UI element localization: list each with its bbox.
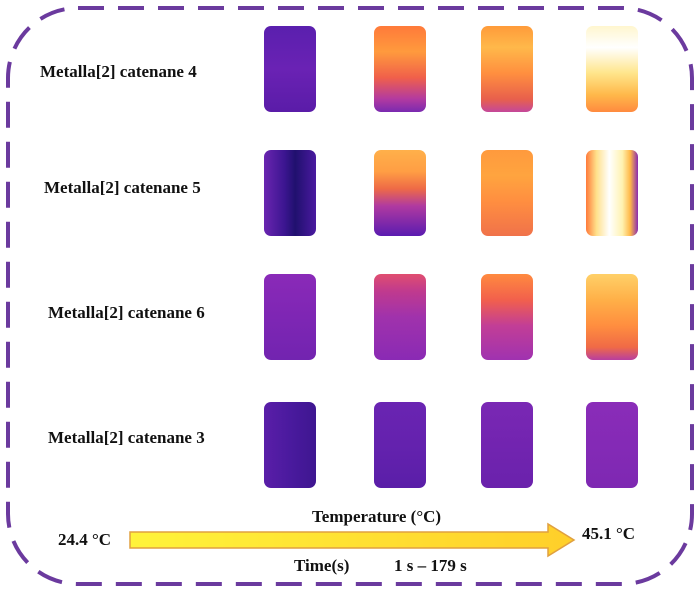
temperature-arrow <box>129 522 576 558</box>
thermal-image-row3-col4 <box>586 274 638 360</box>
thermal-image-row1-col3 <box>481 26 533 112</box>
temperature-axis-title: Temperature (°C) <box>312 507 442 526</box>
thermal-image-row2-col3 <box>481 150 533 236</box>
thermal-image-row2-col2 <box>374 150 426 236</box>
thermal-image-row1-col2 <box>374 26 426 112</box>
thermal-image-row4-col2 <box>374 402 426 488</box>
row-label-catenane-6: Metalla[2] catenane 6 <box>48 303 205 322</box>
thermal-image-row4-col3 <box>481 402 533 488</box>
thermal-image-row4-col1 <box>264 402 316 488</box>
thermal-image-row3-col1 <box>264 274 316 360</box>
thermal-image-row4-col4 <box>586 402 638 488</box>
row-label-catenane-4: Metalla[2] catenane 4 <box>40 62 197 81</box>
row-label-catenane-3: Metalla[2] catenane 3 <box>48 428 205 447</box>
thermal-image-row3-col3 <box>481 274 533 360</box>
time-range-label: 1 s – 179 s <box>394 556 467 575</box>
thermal-image-row1-col4 <box>586 26 638 112</box>
thermal-image-row2-col4 <box>586 150 638 236</box>
time-label: Time(s) <box>294 556 350 575</box>
thermal-image-row1-col1 <box>264 26 316 112</box>
temperature-min-label: 24.4 °C <box>58 530 112 549</box>
temperature-max-label: 45.1 °C <box>582 524 636 543</box>
thermal-image-row2-col1 <box>264 150 316 236</box>
row-label-catenane-5: Metalla[2] catenane 5 <box>44 178 201 197</box>
thermal-image-row3-col2 <box>374 274 426 360</box>
